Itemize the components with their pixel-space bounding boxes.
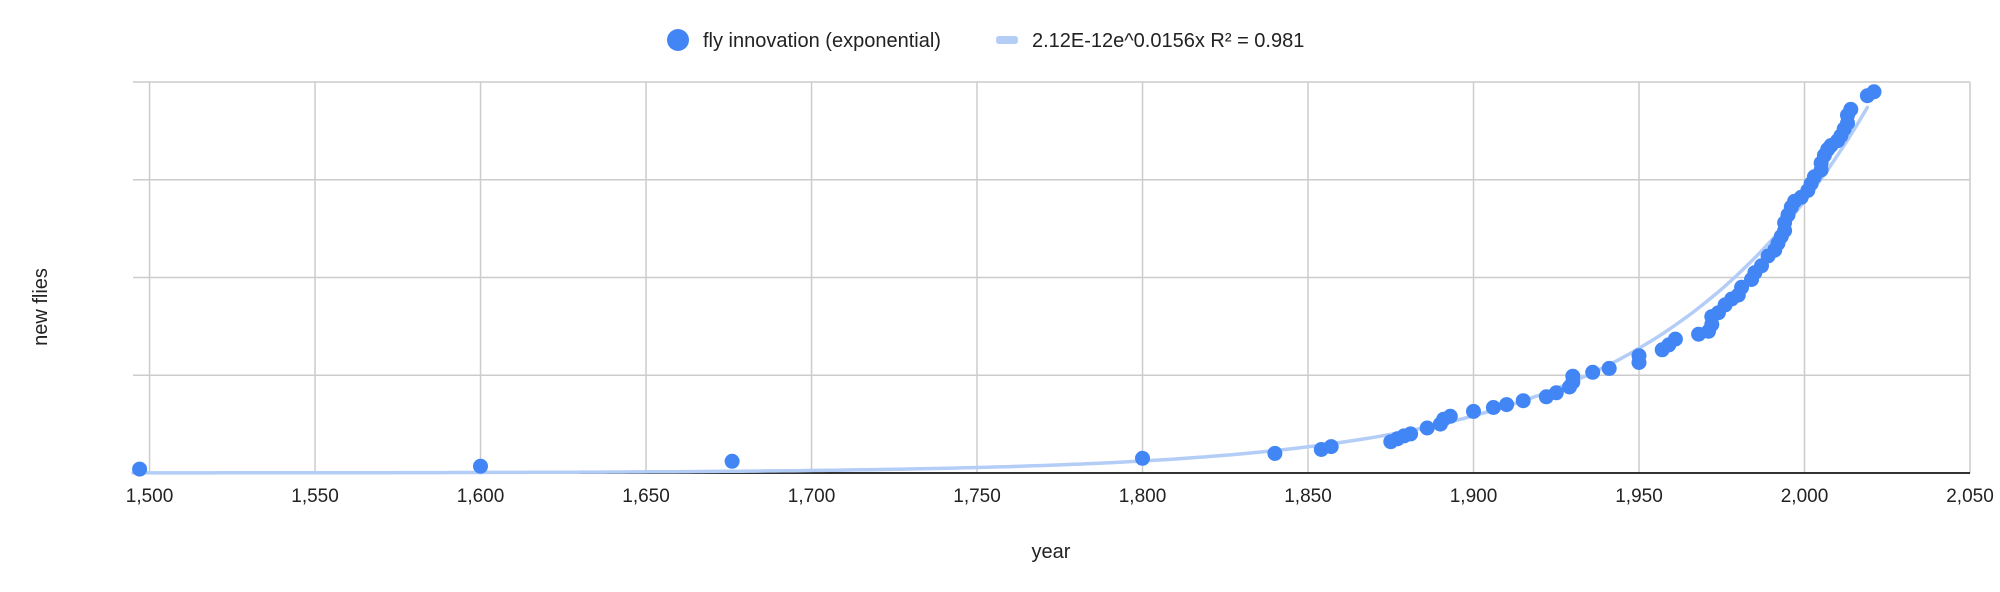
data-point-3 (1135, 450, 1150, 466)
data-point-23 (1565, 368, 1581, 384)
trendline-layer (131, 105, 1870, 475)
data-point-4 (1267, 445, 1283, 461)
data-point-24 (1585, 364, 1601, 380)
data-point-27 (1631, 348, 1647, 364)
data-point-16 (1485, 400, 1501, 415)
data-point-25 (1601, 360, 1617, 376)
data-point-11 (1419, 420, 1435, 436)
x-tick-label-11: 2,050 (1946, 486, 1994, 507)
grid (133, 81, 1971, 474)
data-point-6 (1323, 439, 1339, 455)
legend-label-trendline: 2.12E-12e^0.0156x R² = 0.981 (1032, 30, 1304, 52)
x-axis-title: year (1032, 541, 1071, 563)
x-tick-label-3: 1,650 (622, 486, 670, 507)
data-point-1 (473, 458, 488, 474)
trendline (131, 105, 1870, 475)
x-tick-label-4: 1,700 (788, 486, 836, 507)
legend: fly innovation (exponential) 2.12E-12e^0… (667, 29, 1304, 52)
y-axis-title: new flies (30, 268, 52, 346)
data-point-0 (132, 461, 148, 477)
x-tick-label-8: 1,900 (1450, 486, 1498, 507)
data-point-14 (1442, 408, 1458, 424)
points-layer (132, 84, 1882, 477)
legend-label-points: fly innovation (exponential) (703, 30, 941, 52)
data-point-66 (1843, 101, 1859, 117)
data-point-18 (1515, 393, 1531, 409)
data-point-20 (1548, 385, 1564, 401)
x-tick-label-1: 1,550 (291, 486, 339, 507)
data-point-68 (1866, 84, 1882, 100)
x-tick-label-9: 1,950 (1615, 486, 1663, 507)
data-point-10 (1403, 426, 1419, 442)
x-tick-label-6: 1,800 (1119, 486, 1167, 507)
x-tick-label-0: 1,500 (126, 486, 174, 507)
x-tick-label-7: 1,850 (1284, 486, 1332, 507)
x-tick-label-5: 1,750 (953, 486, 1001, 507)
data-point-30 (1667, 331, 1683, 347)
x-tick-labels: 1,500 1,550 1,600 1,650 1,700 1,750 1,800 1,850… (126, 486, 1994, 507)
legend-marker-trendline (996, 36, 1018, 44)
x-tick-label-10: 2,000 (1781, 486, 1829, 507)
data-point-17 (1499, 397, 1515, 413)
x-tick-label-2: 1,600 (457, 486, 505, 507)
data-point-15 (1466, 403, 1481, 419)
legend-marker-points (667, 29, 689, 51)
data-point-2 (724, 453, 740, 469)
